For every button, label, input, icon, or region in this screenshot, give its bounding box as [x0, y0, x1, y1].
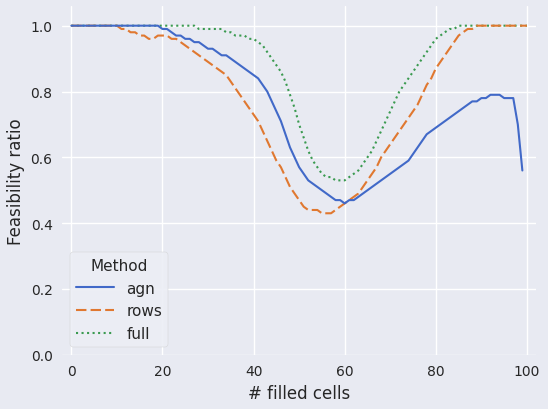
- agn: [519, 169, 526, 173]
- agn: [68, 24, 75, 29]
- Line: rows: rows: [71, 27, 527, 214]
- agn: [300, 172, 307, 177]
- full: [414, 63, 421, 68]
- Y-axis label: Feasibility ratio: Feasibility ratio: [7, 118, 25, 244]
- Line: full: full: [71, 27, 527, 181]
- full: [68, 24, 75, 29]
- agn: [341, 202, 348, 207]
- full: [346, 175, 352, 180]
- agn: [173, 34, 179, 39]
- full: [100, 24, 106, 29]
- full: [391, 100, 398, 105]
- rows: [68, 24, 75, 29]
- X-axis label: # filled cells: # filled cells: [248, 384, 350, 402]
- rows: [346, 198, 352, 203]
- rows: [318, 211, 325, 216]
- agn: [501, 97, 507, 101]
- rows: [100, 24, 106, 29]
- agn: [487, 93, 494, 98]
- full: [524, 24, 530, 29]
- Line: agn: agn: [71, 27, 522, 204]
- rows: [524, 24, 530, 29]
- rows: [278, 165, 284, 170]
- agn: [337, 198, 344, 203]
- full: [182, 24, 189, 29]
- full: [278, 70, 284, 75]
- agn: [155, 24, 161, 29]
- rows: [182, 44, 189, 49]
- full: [332, 178, 339, 183]
- rows: [414, 103, 421, 108]
- rows: [391, 136, 398, 141]
- Legend: agn, rows, full: agn, rows, full: [70, 252, 168, 347]
